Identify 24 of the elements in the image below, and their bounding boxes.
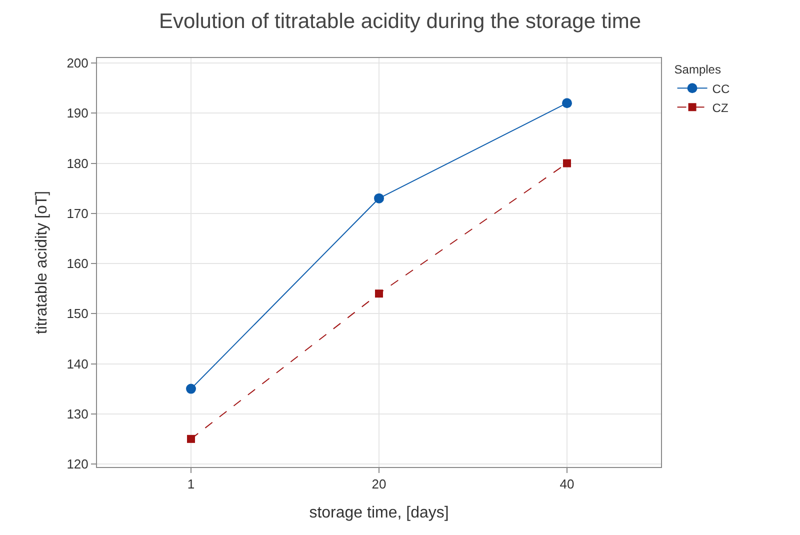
y-tick-label: 180 <box>66 156 88 171</box>
y-tick-label: 200 <box>66 56 88 71</box>
point <box>187 434 195 443</box>
point <box>374 193 384 204</box>
chart-title: Evolution of titratable acidity during the storage time <box>158 10 642 34</box>
y-tick-label: 170 <box>66 206 88 221</box>
legend-label: CC <box>712 82 730 96</box>
point <box>562 98 572 108</box>
point <box>186 384 196 394</box>
legend-title: Samples <box>674 62 721 77</box>
point <box>563 159 571 168</box>
y-tick-label: 130 <box>66 406 88 422</box>
x-tick-label: 1 <box>187 476 195 492</box>
y-axis-title: titratable acidity [oT] <box>34 190 51 334</box>
x-tick-label: 20 <box>372 476 386 492</box>
y-tick-label: 190 <box>66 106 88 121</box>
y-tick-label: 120 <box>66 456 88 472</box>
x-tick-label: 40 <box>560 476 574 492</box>
y-tick-label: 140 <box>66 356 88 372</box>
y-tick-label: 160 <box>66 256 88 272</box>
x-axis-title: storage time, [days] <box>309 504 449 522</box>
y-tick-label: 150 <box>66 306 88 322</box>
legend-label: CZ <box>712 100 728 115</box>
point <box>375 290 383 298</box>
